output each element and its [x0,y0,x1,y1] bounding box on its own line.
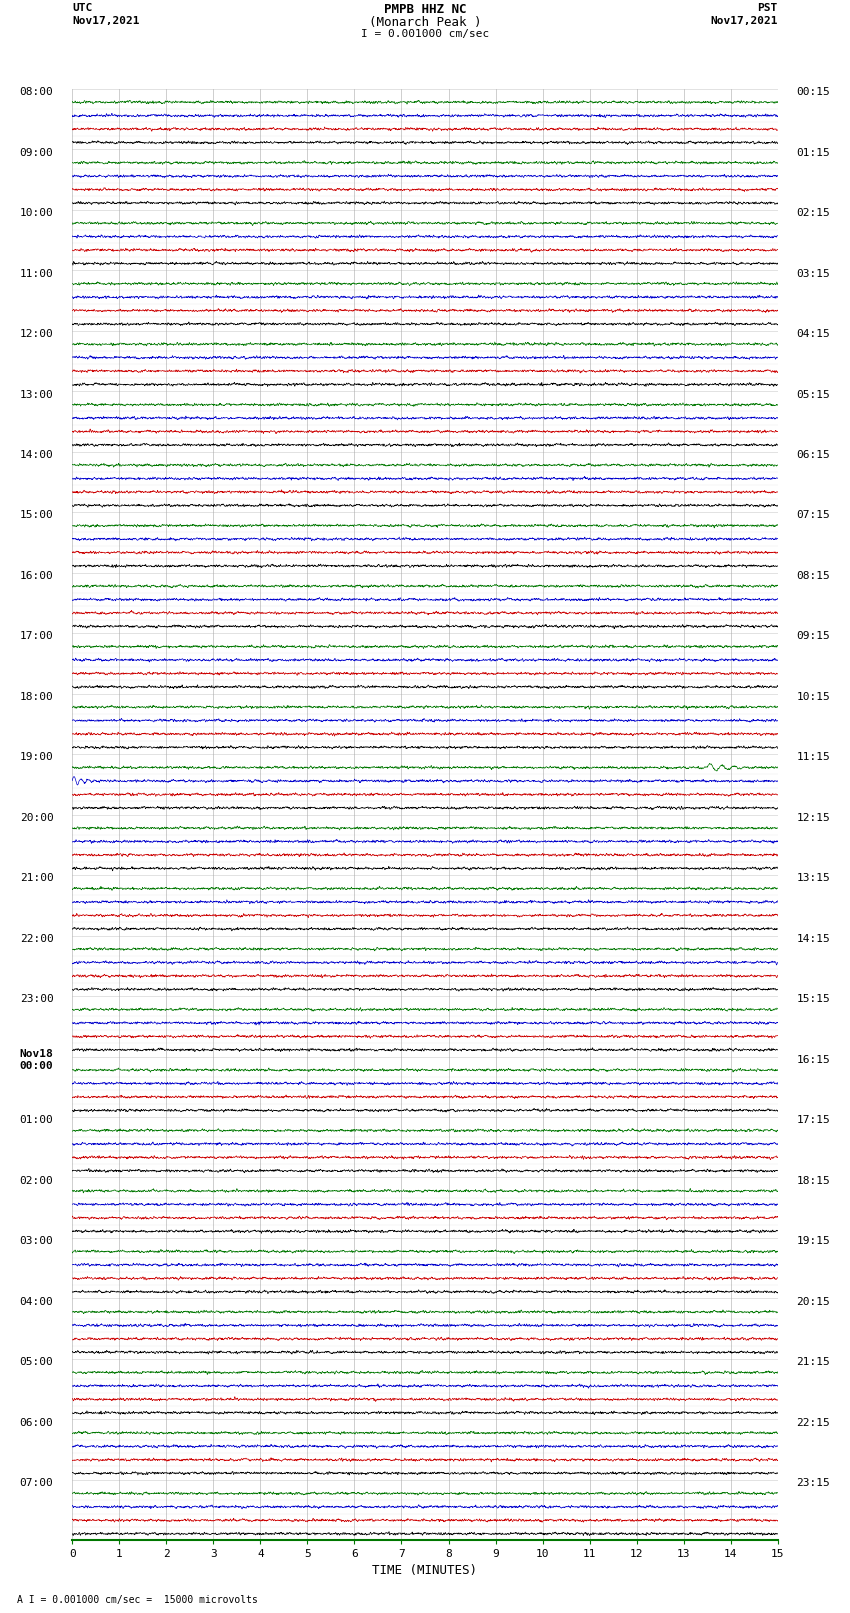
Text: 16:00: 16:00 [20,571,54,581]
X-axis label: TIME (MINUTES): TIME (MINUTES) [372,1563,478,1576]
Text: 08:00: 08:00 [20,87,54,97]
Text: 08:15: 08:15 [796,571,830,581]
Text: 17:00: 17:00 [20,631,54,642]
Text: 22:00: 22:00 [20,934,54,944]
Text: 11:15: 11:15 [796,752,830,763]
Text: 21:15: 21:15 [796,1357,830,1368]
Text: 20:00: 20:00 [20,813,54,823]
Text: 07:00: 07:00 [20,1478,54,1489]
Text: Nov17,2021: Nov17,2021 [711,16,778,26]
Text: 02:15: 02:15 [796,208,830,218]
Text: 10:00: 10:00 [20,208,54,218]
Text: Nov17,2021: Nov17,2021 [72,16,139,26]
Text: 23:15: 23:15 [796,1478,830,1489]
Text: 02:00: 02:00 [20,1176,54,1186]
Text: 09:15: 09:15 [796,631,830,642]
Text: (Monarch Peak ): (Monarch Peak ) [369,16,481,29]
Text: 16:15: 16:15 [796,1055,830,1065]
Text: 20:15: 20:15 [796,1297,830,1307]
Text: 21:00: 21:00 [20,873,54,884]
Text: 14:15: 14:15 [796,934,830,944]
Text: 06:15: 06:15 [796,450,830,460]
Text: 14:00: 14:00 [20,450,54,460]
Text: UTC: UTC [72,3,93,13]
Text: PST: PST [757,3,778,13]
Text: 23:00: 23:00 [20,994,54,1005]
Text: 10:15: 10:15 [796,692,830,702]
Text: 04:00: 04:00 [20,1297,54,1307]
Text: 19:15: 19:15 [796,1236,830,1247]
Text: 19:00: 19:00 [20,752,54,763]
Text: Nov18
00:00: Nov18 00:00 [20,1048,54,1071]
Text: 01:15: 01:15 [796,147,830,158]
Text: 00:15: 00:15 [796,87,830,97]
Text: 15:15: 15:15 [796,994,830,1005]
Text: I = 0.001000 cm/sec: I = 0.001000 cm/sec [361,29,489,39]
Text: 17:15: 17:15 [796,1115,830,1126]
Text: 18:15: 18:15 [796,1176,830,1186]
Text: 01:00: 01:00 [20,1115,54,1126]
Text: 13:00: 13:00 [20,389,54,400]
Text: 03:00: 03:00 [20,1236,54,1247]
Text: 05:15: 05:15 [796,389,830,400]
Text: 12:15: 12:15 [796,813,830,823]
Text: 07:15: 07:15 [796,510,830,521]
Text: 09:00: 09:00 [20,147,54,158]
Text: 05:00: 05:00 [20,1357,54,1368]
Text: 04:15: 04:15 [796,329,830,339]
Text: 11:00: 11:00 [20,268,54,279]
Text: 03:15: 03:15 [796,268,830,279]
Text: 12:00: 12:00 [20,329,54,339]
Text: 22:15: 22:15 [796,1418,830,1428]
Text: 15:00: 15:00 [20,510,54,521]
Text: 13:15: 13:15 [796,873,830,884]
Text: A I = 0.001000 cm/sec =  15000 microvolts: A I = 0.001000 cm/sec = 15000 microvolts [17,1595,258,1605]
Text: 18:00: 18:00 [20,692,54,702]
Text: PMPB HHZ NC: PMPB HHZ NC [383,3,467,16]
Text: 06:00: 06:00 [20,1418,54,1428]
